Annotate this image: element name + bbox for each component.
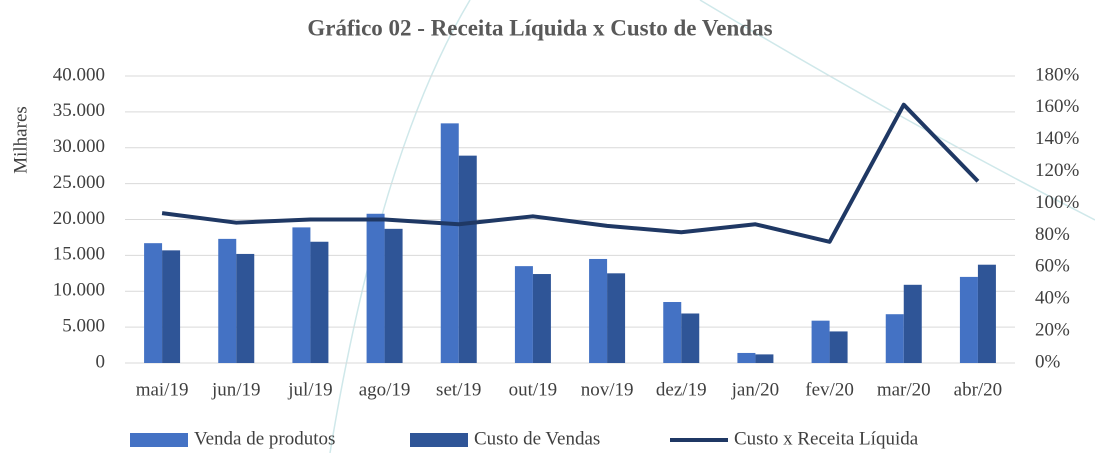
bar (607, 273, 626, 363)
y2-tick-label: 80% (1035, 224, 1070, 245)
bar (440, 123, 459, 363)
y-tick-label: 10.000 (53, 280, 105, 301)
y2-tick-label: 40% (1035, 288, 1070, 309)
bar (885, 314, 904, 363)
y-tick-label: 40.000 (53, 64, 105, 85)
bar (218, 238, 237, 363)
legend-swatch (130, 433, 188, 447)
y2-tick-label: 60% (1035, 256, 1070, 277)
x-tick-label: jun/19 (211, 379, 261, 400)
y2-tick-label: 0% (1035, 351, 1061, 372)
bar (959, 276, 978, 363)
x-tick-label: out/19 (509, 379, 558, 400)
bar (903, 284, 922, 363)
bar (755, 354, 774, 363)
y2-tick-label: 20% (1035, 319, 1070, 340)
legend-label: Custo x Receita Líquida (734, 428, 919, 449)
x-tick-label: jan/20 (731, 379, 780, 400)
y-tick-label: 30.000 (53, 136, 105, 157)
x-tick-label: mar/20 (877, 379, 931, 400)
bar (144, 243, 163, 363)
bar (829, 331, 848, 363)
y-tick-label: 0 (96, 351, 106, 372)
y-tick-label: 15.000 (53, 244, 105, 265)
x-tick-label: ago/19 (359, 379, 411, 400)
bar (811, 320, 830, 363)
bar (737, 352, 756, 363)
bar (366, 213, 385, 363)
bar (589, 258, 608, 363)
y-tick-label: 5.000 (62, 315, 105, 336)
legend-swatch (410, 433, 468, 447)
bar (292, 227, 311, 363)
y-tick-label: 20.000 (53, 208, 105, 229)
legend-label: Venda de produtos (194, 428, 335, 449)
chart-title: Gráfico 02 - Receita Líquida x Custo de … (307, 15, 772, 40)
legend-label: Custo de Vendas (474, 428, 600, 449)
y2-tick-label: 160% (1035, 96, 1080, 117)
x-tick-label: fev/20 (805, 379, 854, 400)
y2-tick-label: 140% (1035, 128, 1080, 149)
line (161, 102, 980, 244)
x-tick-label: abr/20 (954, 379, 1003, 400)
x-tick-label: jul/19 (287, 379, 332, 400)
bar (310, 241, 329, 363)
bar (236, 253, 255, 363)
x-tick-label: dez/19 (656, 379, 707, 400)
bar (458, 155, 477, 363)
bar (977, 264, 996, 363)
bar (532, 274, 551, 363)
decor-curve (329, 0, 471, 453)
y-axis-label: Milhares (10, 106, 31, 174)
y2-tick-label: 100% (1035, 192, 1080, 213)
bar (162, 250, 181, 363)
bar (681, 313, 700, 363)
y-tick-label: 35.000 (53, 100, 105, 121)
y-tick-label: 25.000 (53, 172, 105, 193)
y2-tick-label: 120% (1035, 160, 1080, 181)
y2-tick-label: 180% (1035, 64, 1080, 85)
x-tick-label: set/19 (436, 379, 481, 400)
bar (663, 302, 682, 363)
bar (514, 266, 533, 363)
bar (384, 228, 403, 363)
x-tick-label: nov/19 (581, 379, 634, 400)
x-tick-label: mai/19 (136, 379, 189, 400)
